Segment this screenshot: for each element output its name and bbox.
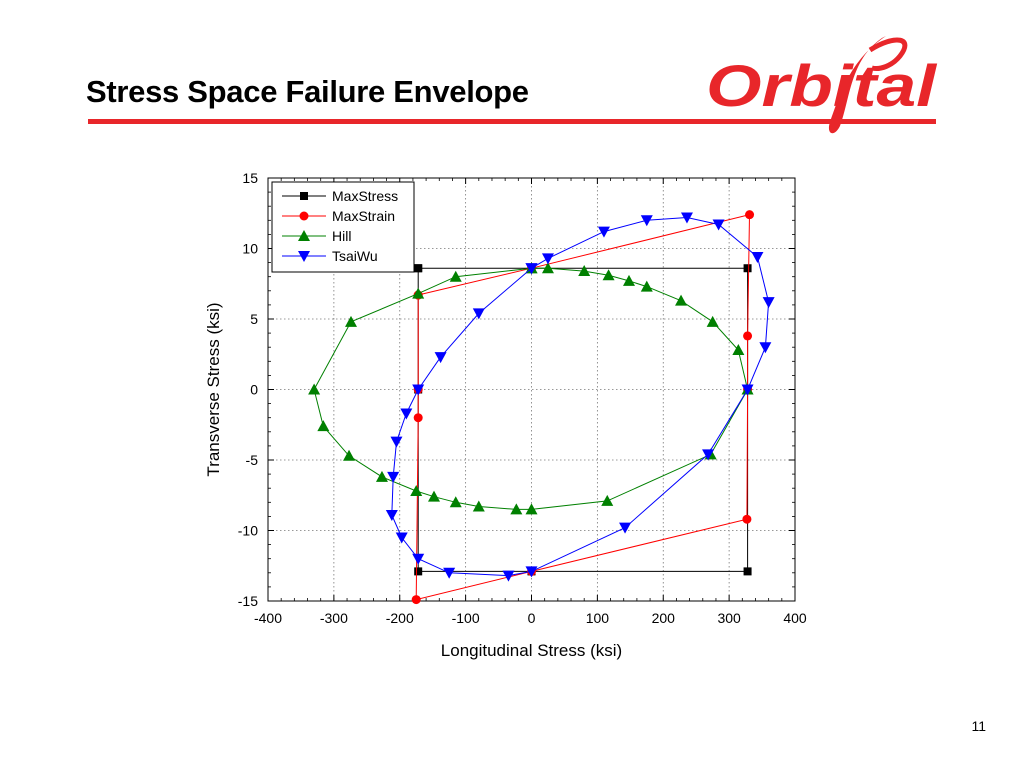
hill-point bbox=[541, 262, 554, 274]
tsaiwu-point bbox=[525, 263, 538, 275]
tsaiwu-point bbox=[619, 522, 632, 534]
tsaiwu-point bbox=[443, 567, 456, 579]
x-tick-label: 400 bbox=[783, 610, 807, 626]
tsaiwu-point bbox=[387, 471, 400, 483]
maxstrain-point bbox=[743, 331, 753, 341]
maxstrain-point bbox=[742, 514, 752, 524]
hill-point bbox=[428, 490, 441, 502]
hill-point bbox=[449, 496, 462, 508]
hill-point bbox=[308, 383, 321, 395]
y-tick-label: 15 bbox=[242, 170, 258, 186]
tsaiwu-point bbox=[751, 251, 764, 263]
tsaiwu-point bbox=[400, 408, 413, 420]
y-tick-label: 10 bbox=[242, 241, 258, 257]
maxstrain-point bbox=[745, 210, 755, 220]
slide-title: Stress Space Failure Envelope bbox=[86, 74, 529, 109]
hill-point bbox=[410, 485, 423, 497]
tsaiwu-point bbox=[385, 509, 398, 521]
legend-label-maxstrain: MaxStrain bbox=[332, 208, 395, 224]
hill-point bbox=[472, 500, 485, 512]
x-tick-label: -100 bbox=[452, 610, 480, 626]
legend-marker-maxstrain bbox=[299, 211, 309, 221]
tsaiwu-point bbox=[712, 219, 725, 231]
logo-swoosh bbox=[828, 36, 886, 134]
hill-point bbox=[732, 344, 745, 356]
tsaiwu-point bbox=[412, 384, 425, 396]
maxstress-point bbox=[414, 264, 423, 273]
tsaiwu-point bbox=[741, 384, 754, 396]
hill-point bbox=[602, 269, 615, 281]
maxstrain-point bbox=[411, 595, 421, 605]
maxstress-point bbox=[743, 567, 752, 576]
hill-point bbox=[675, 294, 688, 306]
maxstrain-point bbox=[413, 413, 423, 423]
x-axis-label: Longitudinal Stress (ksi) bbox=[441, 641, 622, 660]
tsaiwu-point bbox=[762, 297, 775, 309]
y-tick-label: 5 bbox=[250, 311, 258, 327]
y-tick-label: -5 bbox=[246, 452, 259, 468]
hill-point bbox=[412, 287, 425, 299]
y-tick-label: -10 bbox=[238, 523, 258, 539]
legend-label-maxstress: MaxStress bbox=[332, 188, 398, 204]
title-underline bbox=[88, 119, 778, 124]
x-tick-label: 100 bbox=[586, 610, 610, 626]
hill-point bbox=[601, 494, 614, 506]
series-maxstress bbox=[414, 264, 752, 576]
maxstress-point bbox=[743, 264, 752, 273]
tsaiwu-point bbox=[759, 342, 772, 354]
maxstress-point bbox=[414, 567, 423, 576]
logo-swoosh-ring bbox=[868, 37, 908, 71]
hill-point bbox=[578, 265, 591, 277]
tsaiwu-point bbox=[640, 215, 653, 227]
series-tsaiwu bbox=[385, 212, 775, 582]
x-tick-label: 200 bbox=[652, 610, 676, 626]
x-tick-label: -400 bbox=[254, 610, 282, 626]
legend-label-hill: Hill bbox=[332, 228, 351, 244]
tsaiwu-point bbox=[525, 566, 538, 578]
x-tick-label: 0 bbox=[528, 610, 536, 626]
hill-point bbox=[510, 503, 523, 515]
x-tick-label: -300 bbox=[320, 610, 348, 626]
hill-point bbox=[622, 274, 635, 286]
maxstress-line bbox=[417, 267, 749, 572]
tsaiwu-point bbox=[597, 226, 610, 238]
legend-label-tsaiwu: TsaiWu bbox=[332, 248, 378, 264]
hill-point bbox=[640, 280, 653, 292]
legend-marker-hill bbox=[298, 230, 310, 241]
hill-point bbox=[706, 315, 719, 327]
legend: MaxStress MaxStrain Hill TsaiWu bbox=[271, 181, 415, 273]
hill-point bbox=[317, 420, 330, 432]
hill-point bbox=[375, 470, 388, 482]
legend-marker-tsaiwu bbox=[298, 251, 310, 262]
tsaiwu-point bbox=[412, 553, 425, 565]
tsaiwu-point bbox=[395, 532, 408, 544]
y-tick-label: -15 bbox=[238, 593, 258, 609]
hill-point bbox=[345, 315, 358, 327]
tsaiwu-point bbox=[541, 253, 554, 265]
y-tick-label: 0 bbox=[250, 382, 258, 398]
y-axis-label: Transverse Stress (ksi) bbox=[204, 302, 223, 476]
tsaiwu-point bbox=[502, 570, 515, 582]
tsaiwu-point bbox=[472, 308, 485, 320]
tsaiwu-point bbox=[390, 436, 403, 448]
page-number: 11 bbox=[971, 718, 986, 734]
title-underline-right bbox=[776, 119, 936, 124]
orbital-logo: Orbital bbox=[706, 36, 938, 134]
tsaiwu-point bbox=[702, 449, 715, 461]
x-tick-label: 300 bbox=[717, 610, 741, 626]
x-tick-label: -200 bbox=[386, 610, 414, 626]
logo-wordmark: Orbital bbox=[706, 54, 938, 119]
hill-point bbox=[449, 270, 462, 282]
hill-point bbox=[525, 503, 538, 515]
series-hill bbox=[308, 262, 754, 515]
tsaiwu-point bbox=[434, 352, 447, 364]
legend-box bbox=[271, 181, 415, 273]
legend-marker-maxstress bbox=[300, 192, 308, 200]
tsaiwu-point bbox=[680, 212, 693, 224]
hill-point bbox=[343, 449, 356, 461]
